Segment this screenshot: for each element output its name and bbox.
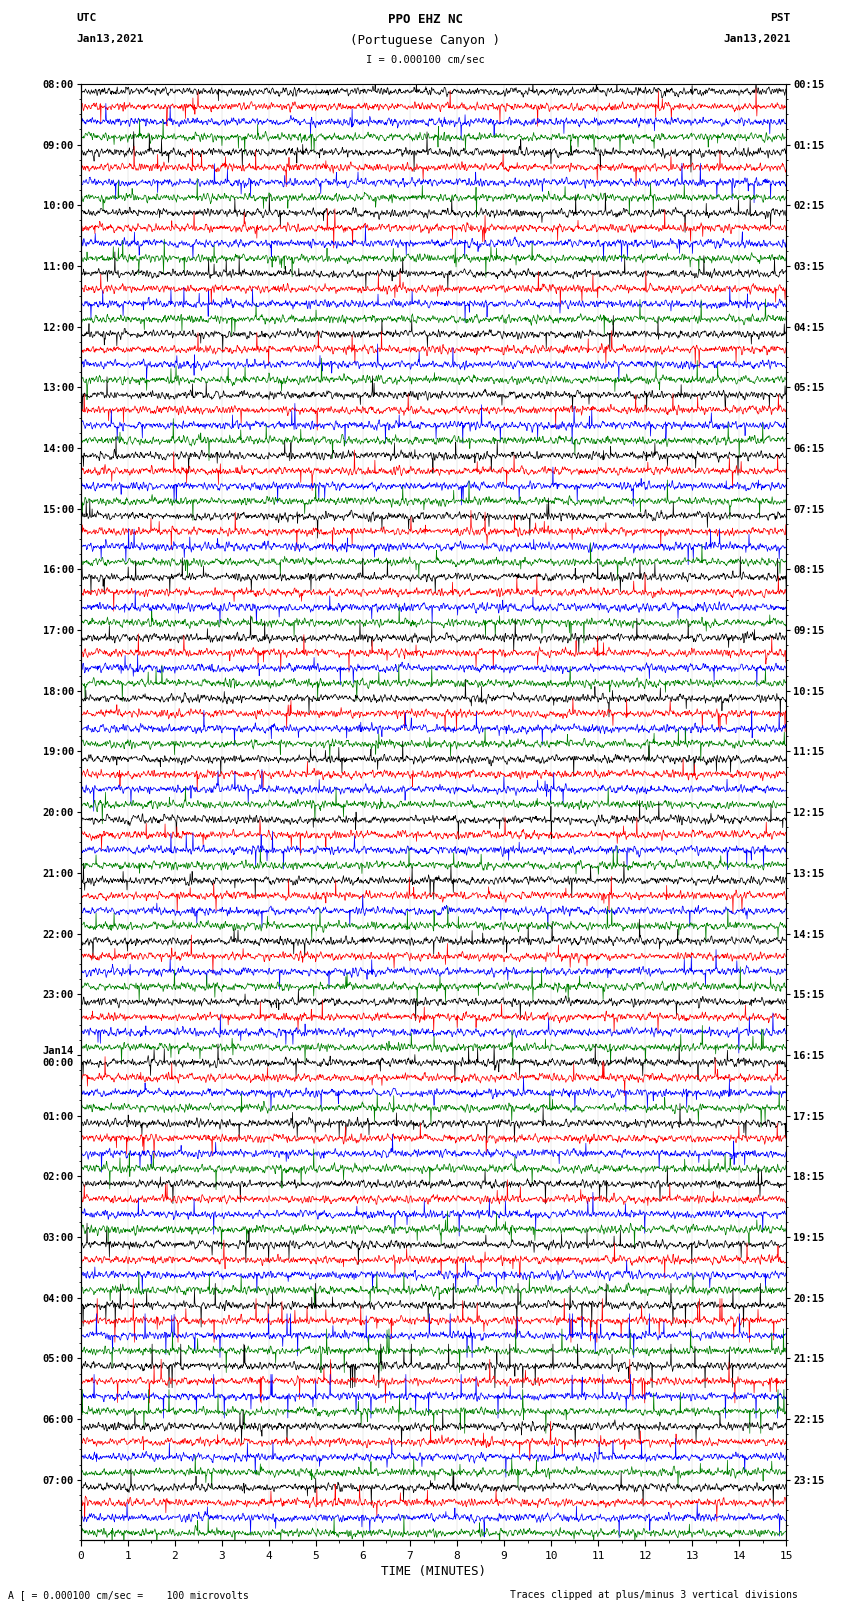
Text: PPO EHZ NC: PPO EHZ NC <box>388 13 462 26</box>
Text: (Portuguese Canyon ): (Portuguese Canyon ) <box>350 34 500 47</box>
Text: Jan13,2021: Jan13,2021 <box>76 34 144 44</box>
Text: A [ = 0.000100 cm/sec =    100 microvolts: A [ = 0.000100 cm/sec = 100 microvolts <box>8 1590 249 1600</box>
X-axis label: TIME (MINUTES): TIME (MINUTES) <box>381 1565 486 1578</box>
Text: Traces clipped at plus/minus 3 vertical divisions: Traces clipped at plus/minus 3 vertical … <box>510 1590 798 1600</box>
Text: UTC: UTC <box>76 13 97 23</box>
Text: PST: PST <box>770 13 790 23</box>
Text: I = 0.000100 cm/sec: I = 0.000100 cm/sec <box>366 55 484 65</box>
Text: Jan13,2021: Jan13,2021 <box>723 34 791 44</box>
